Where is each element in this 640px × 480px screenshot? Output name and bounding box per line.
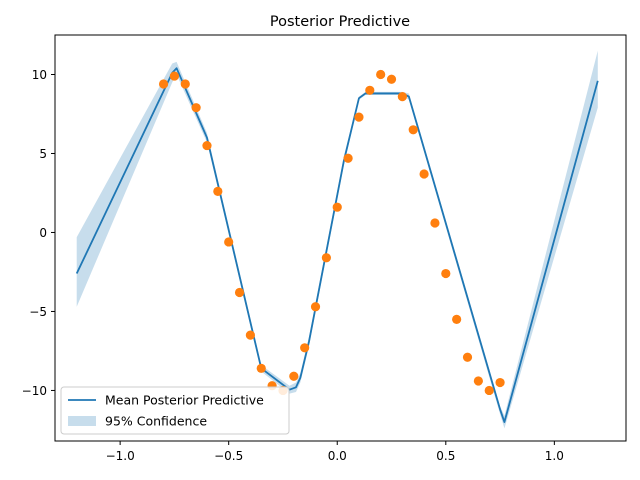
data-point <box>191 103 201 113</box>
data-point <box>224 237 234 247</box>
x-tick-label: 0.0 <box>328 449 347 463</box>
data-point <box>430 218 440 228</box>
data-point <box>484 385 494 396</box>
data-point <box>158 79 169 89</box>
data-point <box>343 153 353 163</box>
mean-posterior-line <box>75 67 599 423</box>
data-point <box>300 343 310 353</box>
data-point <box>441 268 451 279</box>
legend-label: Mean Posterior Predictive <box>105 393 264 408</box>
data-point <box>354 112 364 122</box>
data-point <box>213 186 223 196</box>
y-tick-label: −5 <box>29 305 47 319</box>
x-tick-label: −1.0 <box>106 449 135 463</box>
data-point <box>256 363 266 373</box>
data-point <box>452 314 462 324</box>
x-tick-label: 0.5 <box>436 449 455 463</box>
legend-box <box>60 386 290 435</box>
data-point <box>289 371 299 381</box>
data-point <box>462 352 473 362</box>
data-point <box>202 140 212 151</box>
data-point <box>419 169 429 179</box>
axes: −1.0 −0.5 0.0 0.5 1.0 10 5 0 −5 −10 <box>22 34 627 463</box>
x-tick-label: −0.5 <box>214 449 243 463</box>
data-point <box>321 253 331 263</box>
legend-label: 95% Confidence <box>105 414 207 429</box>
chart-title: Posterior Predictive <box>270 14 410 30</box>
data-point <box>473 376 483 386</box>
y-tick-label: 10 <box>32 68 47 82</box>
data-point <box>397 92 407 102</box>
data-point <box>169 71 180 81</box>
y-tick-label: 5 <box>39 147 47 161</box>
data-point <box>408 125 418 135</box>
y-tick-label: −10 <box>22 384 47 398</box>
data-point <box>234 287 245 298</box>
data-point <box>495 377 505 388</box>
data-point <box>376 69 386 80</box>
y-tick-label: 0 <box>39 226 47 240</box>
data-point <box>365 85 375 95</box>
data-point <box>180 79 190 89</box>
data-point <box>332 202 342 212</box>
data-point <box>386 74 397 84</box>
plot-frame <box>54 34 627 442</box>
mean-line-layer <box>75 67 599 423</box>
legend-band-swatch <box>68 416 96 426</box>
legend: Mean Posterior Predictive 95% Confidence <box>60 386 290 435</box>
data-point <box>310 302 321 312</box>
x-tick-label: 1.0 <box>545 449 564 463</box>
data-point <box>245 330 255 340</box>
